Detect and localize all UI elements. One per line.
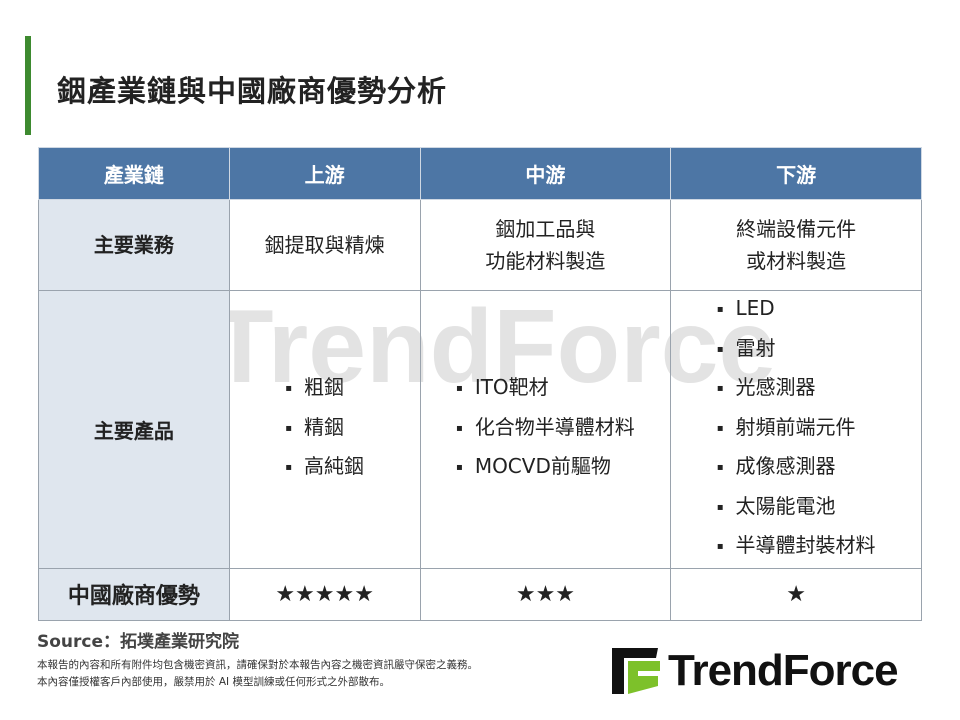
cell-line: 終端設備元件 bbox=[736, 217, 857, 241]
row-header: 主要產品 bbox=[38, 290, 230, 569]
table-cell: 銦加工品與功能材料製造 bbox=[419, 199, 672, 291]
header-cell: 上游 bbox=[228, 147, 421, 200]
star-rating: ★ bbox=[670, 567, 922, 621]
list-item: ITO靶材 bbox=[456, 370, 635, 410]
table-row: 中國廠商優勢 ★★★★★ ★★★ ★ bbox=[38, 567, 922, 621]
product-list: LED 雷射 光感測器 射頻前端元件 成像感測器 太陽能電池 半導體封裝材料 bbox=[717, 291, 876, 568]
cell-line: 或材料製造 bbox=[746, 249, 847, 273]
table-cell: 銦提取與精煉 bbox=[228, 199, 421, 291]
list-item: 化合物半導體材料 bbox=[456, 410, 635, 450]
source-text: Source：拓墣產業研究院 bbox=[37, 632, 240, 652]
list-item: 精銦 bbox=[285, 410, 364, 450]
row-header: 主要業務 bbox=[38, 199, 230, 291]
row-header: 中國廠商優勢 bbox=[38, 567, 230, 621]
list-item: 粗銦 bbox=[285, 370, 364, 410]
star-rating: ★★★ bbox=[419, 567, 672, 621]
product-list: ITO靶材 化合物半導體材料 MOCVD前驅物 bbox=[456, 370, 635, 489]
cell-line: 銦提取與精煉 bbox=[264, 233, 385, 257]
confidential-note: 本報告的內容和所有附件均包含機密資訊，請確保對於本報告內容之機密資訊嚴守保密之義… bbox=[37, 659, 478, 671]
header-cell: 中游 bbox=[419, 147, 672, 200]
table-header-row: 產業鏈 上游 中游 下游 bbox=[38, 147, 922, 200]
table-cell: ITO靶材 化合物半導體材料 MOCVD前驅物 bbox=[419, 290, 672, 569]
table-row: 主要產品 粗銦 精銦 高純銦 ITO靶材 化合物半導體材料 MOCVD前驅物 L… bbox=[38, 290, 922, 569]
header-cell: 產業鏈 bbox=[38, 147, 230, 200]
table-cell: 粗銦 精銦 高純銦 bbox=[228, 290, 421, 569]
product-list: 粗銦 精銦 高純銦 bbox=[285, 370, 364, 489]
trendforce-logo-icon bbox=[612, 648, 660, 694]
list-item: 成像感測器 bbox=[717, 449, 876, 489]
table-cell: LED 雷射 光感測器 射頻前端元件 成像感測器 太陽能電池 半導體封裝材料 bbox=[670, 290, 922, 569]
table-cell: 終端設備元件 或材料製造 bbox=[670, 199, 922, 291]
list-item: MOCVD前驅物 bbox=[456, 449, 635, 489]
list-item: 半導體封裝材料 bbox=[717, 528, 876, 568]
list-item: 太陽能電池 bbox=[717, 489, 876, 529]
header-cell: 下游 bbox=[670, 147, 922, 200]
list-item: 射頻前端元件 bbox=[717, 410, 876, 450]
list-item: 高純銦 bbox=[285, 449, 364, 489]
cell-line: 功能材料製造 bbox=[485, 249, 606, 273]
industry-chain-table: 產業鏈 上游 中游 下游 主要業務 銦提取與精煉 銦加工品與功能材料製造 終端設… bbox=[38, 147, 922, 621]
trendforce-logo: TrendForce bbox=[612, 646, 899, 695]
star-rating: ★★★★★ bbox=[228, 567, 421, 621]
usage-note: 本內容僅授權客戶內部使用，嚴禁用於 AI 模型訓練或任何形式之外部散布。 bbox=[37, 676, 390, 688]
page-title: 銦產業鏈與中國廠商優勢分析 bbox=[57, 74, 448, 108]
cell-line: 銦加工品與 bbox=[495, 217, 596, 241]
table-row: 主要業務 銦提取與精煉 銦加工品與功能材料製造 終端設備元件 或材料製造 bbox=[38, 199, 922, 291]
logo-text: TrendForce bbox=[668, 646, 899, 695]
accent-bar bbox=[25, 36, 31, 135]
list-item: 雷射 bbox=[717, 331, 876, 371]
list-item: 光感測器 bbox=[717, 370, 876, 410]
list-item: LED bbox=[717, 291, 876, 331]
